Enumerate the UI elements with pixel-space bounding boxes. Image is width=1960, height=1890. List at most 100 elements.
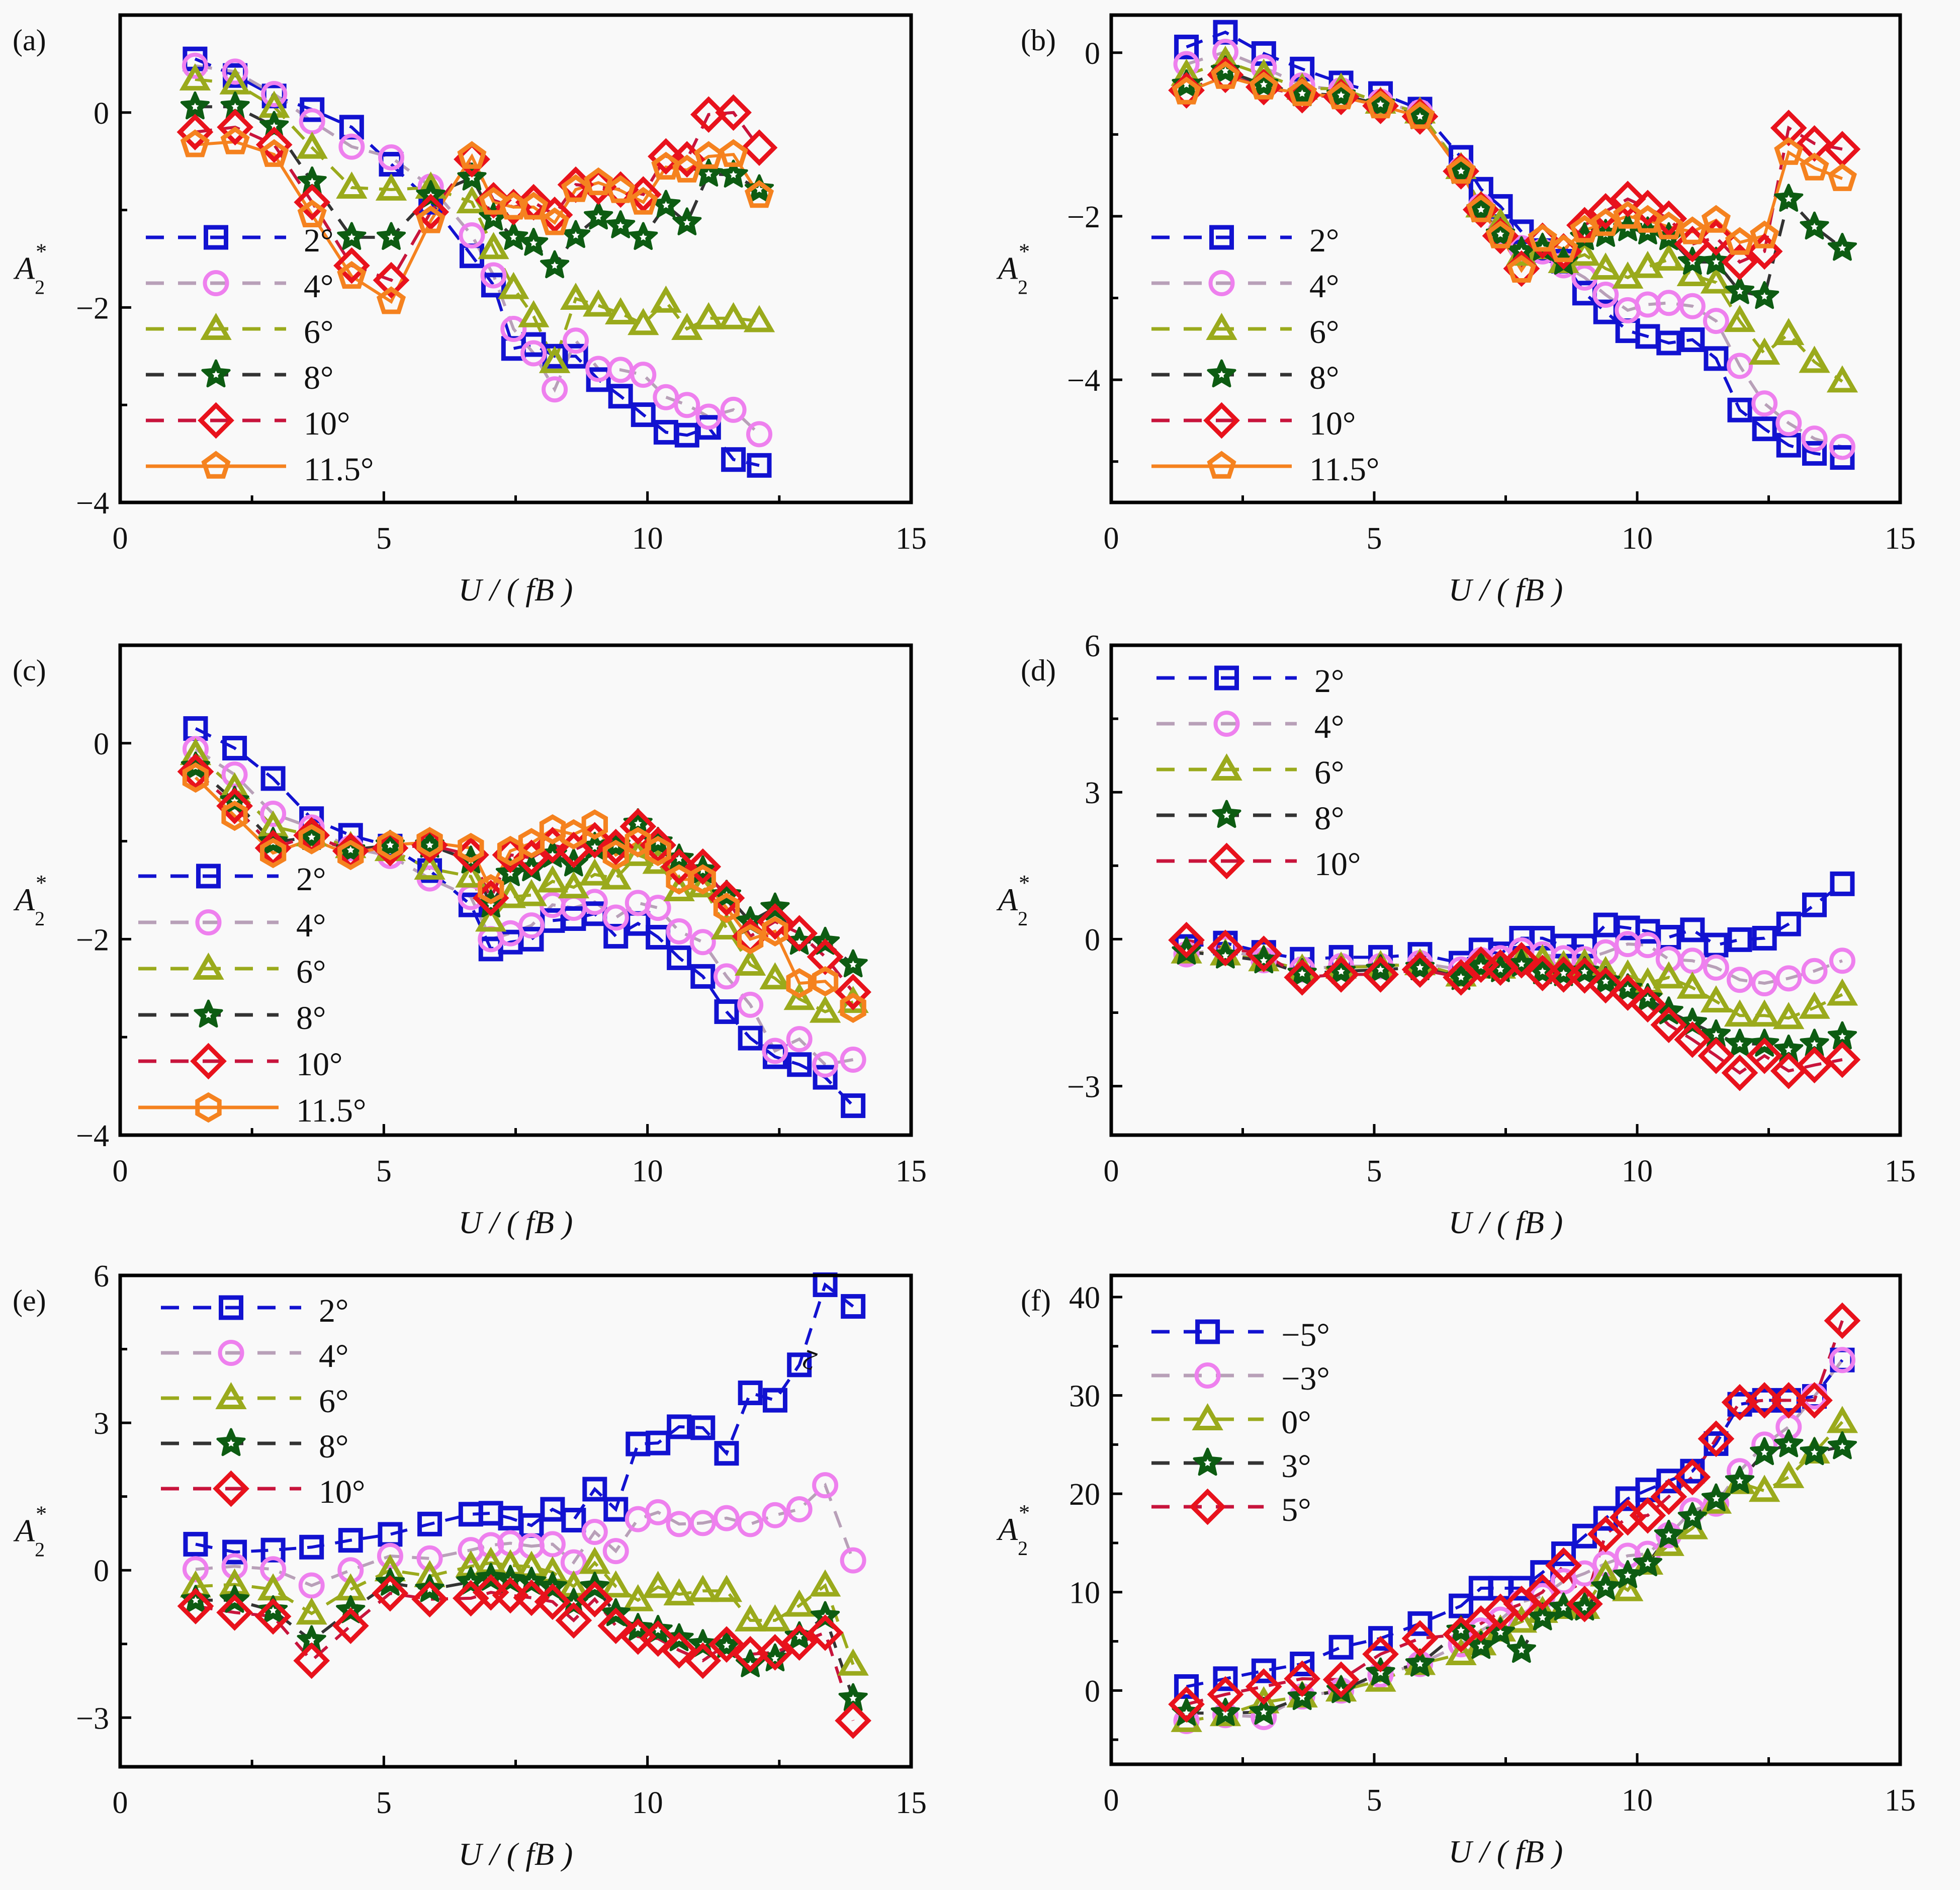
star-center-highlight: [634, 1624, 642, 1631]
y-tick-label: 0: [1085, 923, 1100, 957]
data-point: [475, 904, 507, 932]
star-center-highlight: [212, 371, 220, 378]
data-point: [515, 879, 548, 906]
data-point: [684, 1642, 722, 1679]
x-tick-label: 10: [632, 1786, 663, 1820]
legend-marker-square-icon: [1195, 1319, 1220, 1344]
data-point: [1726, 967, 1753, 993]
legend-label: −3°: [1281, 1360, 1330, 1397]
legend-marker-diamond-icon: [190, 1043, 227, 1080]
data-point: [1168, 921, 1205, 959]
data-point: [1775, 410, 1802, 437]
data-point: [416, 827, 443, 857]
data-point: [1251, 1658, 1276, 1683]
y-axis-title-sub: 2: [35, 276, 45, 299]
star-center-highlight: [699, 867, 707, 874]
data-point: [807, 938, 844, 975]
legend-marker-pentagon-icon: [1207, 451, 1236, 479]
star-center-highlight: [1580, 1604, 1588, 1611]
data-point: [713, 892, 740, 923]
star-center-highlight: [1298, 969, 1306, 977]
star-center-highlight: [1810, 1448, 1819, 1456]
data-point: [1245, 1668, 1282, 1705]
data-point: [1700, 266, 1732, 294]
data-point: [1328, 1635, 1354, 1660]
data-point: [687, 1575, 719, 1602]
data-point: [1776, 911, 1801, 936]
data-point: [1615, 931, 1641, 958]
legend-marker-circle-icon: [1194, 1362, 1221, 1389]
legend-item: 11.5°: [146, 451, 374, 488]
data-point: [1796, 1382, 1833, 1419]
data-point: [1674, 1458, 1711, 1496]
series-markers: [1174, 1347, 1855, 1699]
legend-label: 4°: [1309, 268, 1339, 305]
legend-label: 6°: [1314, 754, 1344, 791]
legend-label: 11.5°: [296, 1092, 366, 1129]
data-point: [1213, 1666, 1238, 1691]
star-center-highlight: [849, 1694, 857, 1702]
data-point: [1632, 250, 1664, 278]
data-point: [606, 175, 636, 203]
data-point: [478, 232, 509, 260]
legend-item: 4°: [161, 1338, 348, 1374]
legend-label: 10°: [1309, 405, 1356, 442]
y-tick-label: −2: [76, 923, 109, 957]
data-point: [375, 173, 407, 201]
star-center-highlight: [509, 233, 517, 241]
data-point: [605, 297, 637, 324]
panel-label: (e): [13, 1284, 46, 1317]
y-tick-label: 0: [1085, 1674, 1100, 1708]
data-point: [759, 962, 791, 990]
legend-marker-diamond-icon: [213, 1470, 249, 1507]
data-point: [1401, 1620, 1439, 1657]
data-point: [622, 1584, 654, 1611]
y-axis-title-sup: *: [36, 871, 47, 895]
y-tick-label: −4: [1067, 364, 1100, 398]
data-point: [542, 376, 568, 403]
data-point: [1800, 152, 1829, 181]
data-point: [1826, 978, 1858, 1006]
data-point: [600, 862, 632, 890]
legend-item: 0°: [1151, 1403, 1311, 1441]
legend-marker-square-icon: [204, 225, 228, 250]
star-center-highlight: [1298, 90, 1306, 97]
star-center-highlight: [192, 1596, 200, 1604]
data-point: [338, 133, 365, 160]
data-point: [412, 194, 450, 230]
data-point: [1287, 78, 1317, 106]
legend-item: 10°: [1156, 842, 1361, 883]
data-point: [297, 199, 327, 227]
data-point: [492, 1577, 529, 1614]
legend: −5° −3° 0° 3° 5°: [1151, 1317, 1330, 1528]
x-tick-label: 15: [1885, 1154, 1916, 1188]
data-point: [710, 912, 743, 939]
legend-label: 4°: [1314, 709, 1344, 745]
legend-marker-square-icon: [196, 864, 221, 889]
data-point: [376, 286, 406, 314]
star-center-highlight: [1416, 963, 1424, 971]
data-point: [377, 1542, 403, 1569]
data-point: [1829, 1347, 1855, 1373]
star-center-highlight: [755, 185, 763, 193]
data-point: [840, 1047, 866, 1073]
data-point: [373, 262, 410, 299]
series-line-2: [195, 1282, 854, 1554]
series-markers: [1168, 921, 1861, 1091]
data-point: [713, 1505, 740, 1531]
x-tick-label: 5: [1367, 1783, 1382, 1818]
x-axis-title: U / ( fB ): [1449, 1205, 1563, 1240]
star-center-highlight: [551, 262, 559, 269]
data-point: [1802, 441, 1827, 466]
series-markers: [180, 126, 774, 314]
data-point: [182, 1556, 209, 1583]
data-point: [176, 114, 214, 150]
star-center-highlight: [308, 833, 316, 841]
data-point: [539, 346, 571, 373]
star-center-highlight: [675, 854, 683, 863]
star-center-highlight: [723, 1641, 731, 1649]
legend-item: 6°: [1156, 753, 1344, 791]
data-point: [737, 1511, 764, 1537]
